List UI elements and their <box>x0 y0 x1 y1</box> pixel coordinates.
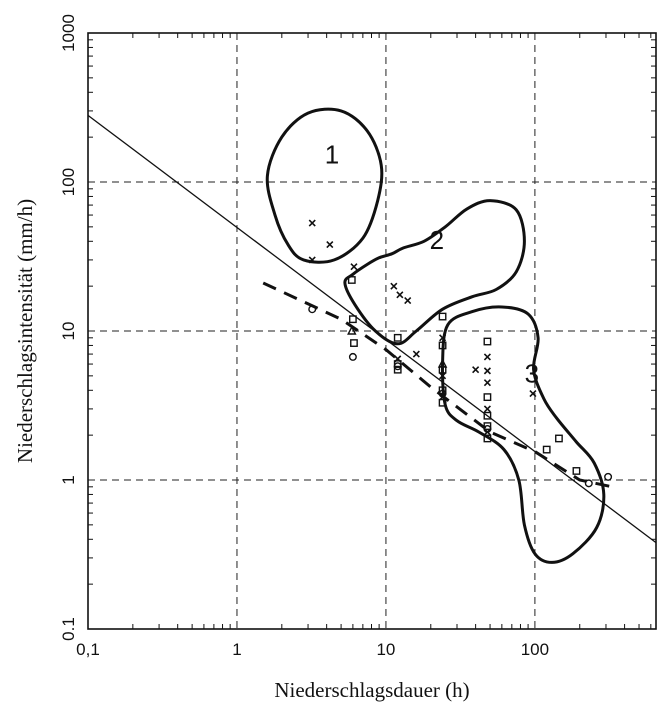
data-point-square <box>438 386 447 395</box>
y-tick-label: 1000 <box>59 14 78 52</box>
data-point-triangle <box>437 358 448 368</box>
data-point-square <box>483 434 492 443</box>
data-point-circle <box>438 389 447 398</box>
data-point-x <box>350 263 358 271</box>
dashed-reference-line <box>262 281 613 489</box>
data-point-x <box>308 219 316 227</box>
data-point-square <box>483 337 492 346</box>
data-point-x <box>472 366 480 374</box>
region-2-outline <box>343 199 526 346</box>
x-tick-label: 100 <box>521 640 549 659</box>
data-point-triangle <box>347 325 357 335</box>
data-point-x <box>483 367 491 375</box>
y-tick-label: 100 <box>59 168 78 196</box>
data-point-x <box>390 282 398 290</box>
data-point-square <box>555 434 563 443</box>
data-point-x <box>483 353 491 361</box>
data-point-circle <box>483 424 492 433</box>
data-point-x <box>483 379 491 387</box>
data-point-x <box>404 297 412 305</box>
data-point-x <box>529 390 537 398</box>
data-point-square <box>348 315 357 324</box>
region-2-label: 2 <box>430 225 444 255</box>
data-point-square <box>347 276 356 284</box>
solid-regression-line <box>87 114 657 544</box>
data-points <box>308 219 613 488</box>
data-point-square <box>483 411 492 420</box>
x-tick-label: 0,1 <box>76 640 100 659</box>
data-point-square <box>438 312 447 321</box>
data-point-circle <box>393 362 402 371</box>
data-point-x <box>396 291 404 299</box>
y-tick-label: 0.1 <box>59 617 78 641</box>
grid-lines <box>88 33 656 629</box>
data-point-circle <box>348 352 357 361</box>
data-point-circle <box>308 305 317 314</box>
reference-lines <box>87 114 657 544</box>
plot-frame <box>87 32 657 630</box>
region-1-label: 1 <box>325 139 339 169</box>
x-tick-label: 1 <box>232 640 241 659</box>
data-point-x <box>439 372 447 380</box>
regions: 1 2 3 <box>265 107 606 564</box>
data-point-x <box>439 334 447 342</box>
x-axis-title: Niederschlagsdauer (h) <box>274 678 469 702</box>
data-point-square <box>438 341 447 350</box>
data-point-x <box>326 241 334 249</box>
data-point-square <box>483 422 492 431</box>
data-point-square <box>542 445 551 454</box>
y-tick-label: 1 <box>59 475 78 484</box>
tick-labels: 0,1 1 10 100 0.1 1 10 100 1000 <box>59 14 549 659</box>
y-axis-title: Niederschlagsintensität (mm/h) <box>13 199 37 463</box>
data-point-square <box>483 393 492 402</box>
data-point-square <box>393 365 402 374</box>
data-point-square <box>350 339 358 347</box>
data-point-circle <box>604 472 613 481</box>
region-3-outline <box>440 305 606 564</box>
y-tick-label: 10 <box>59 322 78 341</box>
data-point-square <box>438 398 447 407</box>
data-point-x <box>483 405 491 413</box>
data-point-x <box>412 350 420 358</box>
data-point-x <box>308 256 316 264</box>
region-1-outline <box>265 107 384 264</box>
data-point-circle <box>584 479 593 488</box>
x-tick-label: 10 <box>376 640 395 659</box>
data-point-square <box>572 467 581 475</box>
region-3-label: 3 <box>525 358 539 388</box>
data-point-square <box>393 333 402 342</box>
